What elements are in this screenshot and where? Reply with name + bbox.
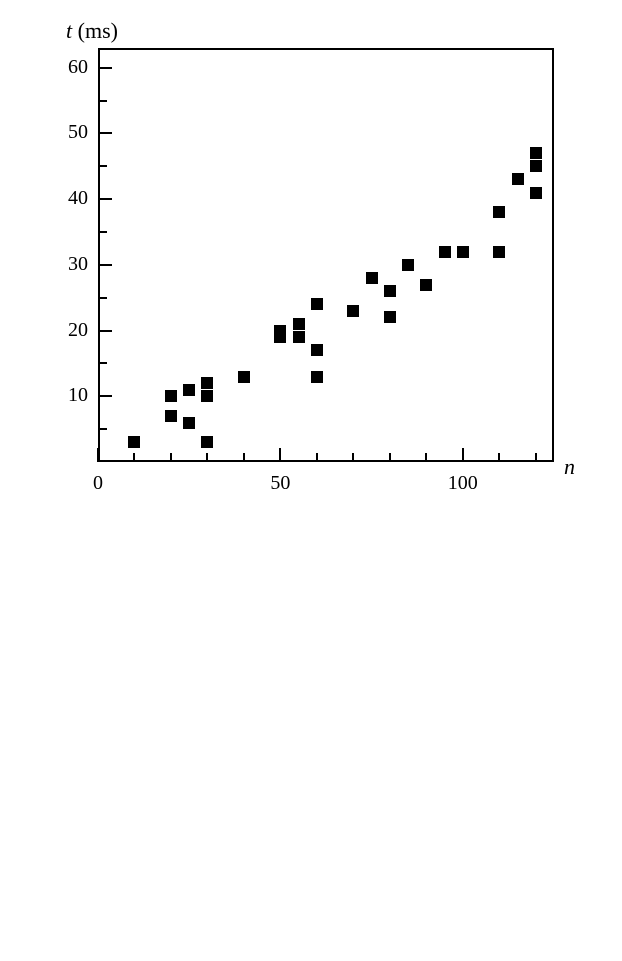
data-marker bbox=[128, 436, 140, 448]
y-axis-title-unit: (ms) bbox=[78, 18, 118, 43]
y-tick bbox=[98, 362, 107, 364]
data-marker bbox=[183, 417, 195, 429]
y-tick bbox=[98, 100, 107, 102]
data-marker bbox=[293, 331, 305, 343]
x-tick bbox=[97, 448, 99, 462]
x-tick bbox=[170, 453, 172, 462]
data-marker bbox=[311, 344, 323, 356]
y-tick-label: 30 bbox=[48, 253, 88, 276]
data-marker bbox=[201, 377, 213, 389]
data-marker bbox=[493, 246, 505, 258]
data-marker bbox=[165, 410, 177, 422]
y-axis-title-var: t bbox=[66, 18, 72, 43]
x-tick bbox=[498, 453, 500, 462]
y-tick-label: 60 bbox=[48, 56, 88, 79]
y-tick bbox=[98, 428, 107, 430]
x-axis-line bbox=[98, 460, 554, 462]
x-tick bbox=[389, 453, 391, 462]
data-marker bbox=[293, 318, 305, 330]
data-marker bbox=[530, 187, 542, 199]
top-frame-line bbox=[98, 48, 554, 50]
x-tick-label: 0 bbox=[78, 472, 118, 495]
y-tick bbox=[98, 132, 112, 134]
y-axis-line bbox=[98, 48, 100, 462]
x-tick bbox=[243, 453, 245, 462]
y-tick-label: 50 bbox=[48, 121, 88, 144]
y-tick bbox=[98, 297, 107, 299]
y-tick bbox=[98, 165, 107, 167]
data-marker bbox=[384, 311, 396, 323]
x-tick bbox=[206, 453, 208, 462]
y-axis-title: t (ms) bbox=[66, 18, 118, 44]
data-marker bbox=[493, 206, 505, 218]
data-marker bbox=[274, 331, 286, 343]
data-marker bbox=[165, 390, 177, 402]
data-marker bbox=[201, 390, 213, 402]
data-marker bbox=[530, 147, 542, 159]
x-tick bbox=[425, 453, 427, 462]
data-marker bbox=[201, 436, 213, 448]
data-marker bbox=[311, 371, 323, 383]
x-tick bbox=[279, 448, 281, 462]
data-marker bbox=[457, 246, 469, 258]
y-tick bbox=[98, 67, 112, 69]
data-marker bbox=[420, 279, 432, 291]
y-tick bbox=[98, 198, 112, 200]
data-marker bbox=[439, 246, 451, 258]
y-tick bbox=[98, 330, 112, 332]
y-tick-label: 20 bbox=[48, 319, 88, 342]
x-tick bbox=[462, 448, 464, 462]
y-tick bbox=[98, 231, 107, 233]
data-marker bbox=[512, 173, 524, 185]
data-marker bbox=[530, 160, 542, 172]
x-tick-label: 100 bbox=[443, 472, 483, 495]
data-marker bbox=[366, 272, 378, 284]
x-tick bbox=[535, 453, 537, 462]
chart-container: { "canvas": { "width": 622, "height": 96… bbox=[0, 0, 622, 961]
data-marker bbox=[347, 305, 359, 317]
y-tick bbox=[98, 264, 112, 266]
x-tick bbox=[352, 453, 354, 462]
data-marker bbox=[384, 285, 396, 297]
y-tick-label: 40 bbox=[48, 187, 88, 210]
data-marker bbox=[183, 384, 195, 396]
x-tick bbox=[316, 453, 318, 462]
right-frame-line bbox=[552, 48, 554, 462]
x-axis-title: n bbox=[564, 454, 575, 480]
x-tick-label: 50 bbox=[260, 472, 300, 495]
data-marker bbox=[402, 259, 414, 271]
data-marker bbox=[238, 371, 250, 383]
x-tick bbox=[133, 453, 135, 462]
scatter-plot: 050100102030405060 bbox=[98, 48, 554, 462]
data-marker bbox=[311, 298, 323, 310]
y-tick bbox=[98, 395, 112, 397]
y-tick-label: 10 bbox=[48, 384, 88, 407]
